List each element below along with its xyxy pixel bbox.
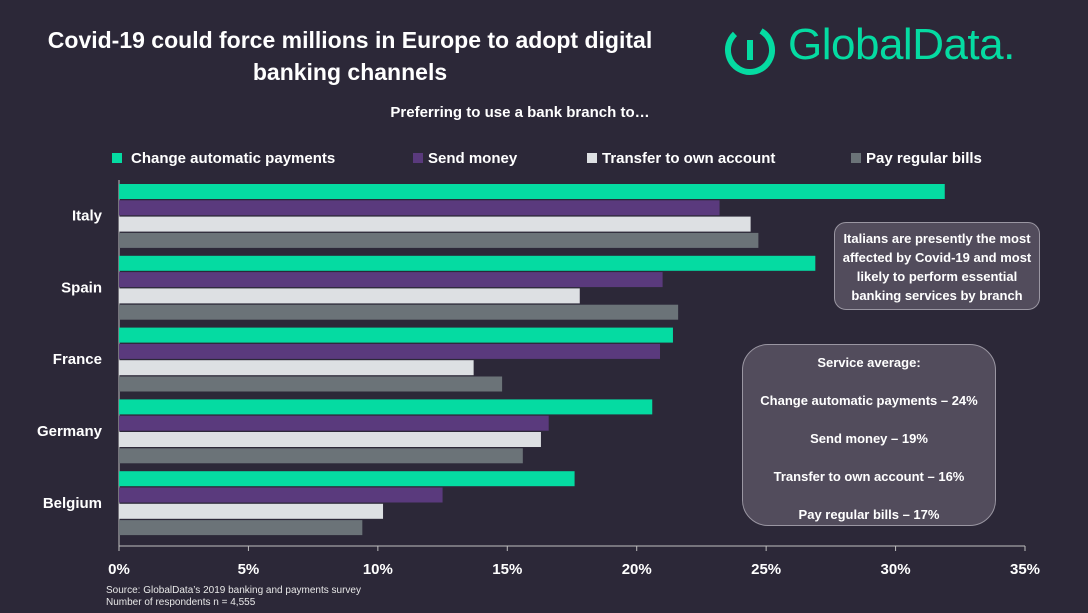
service-average-item: Change automatic payments – 24% xyxy=(760,393,978,408)
bar xyxy=(119,304,679,320)
bar xyxy=(119,415,549,431)
legend-swatch xyxy=(112,153,122,163)
legend-label: Transfer to own account xyxy=(602,150,775,167)
bar xyxy=(119,360,474,376)
service-average-title: Service average: xyxy=(817,355,921,370)
bar xyxy=(119,216,751,232)
y-tick-label: Belgium xyxy=(43,495,102,512)
x-tick-label: 0% xyxy=(108,561,130,578)
x-tick-label: 25% xyxy=(751,561,781,578)
bar xyxy=(119,232,759,248)
service-average-item: Pay regular bills – 17% xyxy=(798,507,940,522)
annotation: Italians are presently the most affected… xyxy=(834,222,1040,310)
logo-icon xyxy=(725,24,775,75)
x-tick-label: 35% xyxy=(1010,561,1040,578)
x-tick-label: 5% xyxy=(238,561,260,578)
x-tick-label: 30% xyxy=(881,561,911,578)
legend-swatch xyxy=(413,153,423,163)
x-tick-label: 10% xyxy=(363,561,393,578)
legend-swatch xyxy=(587,153,597,163)
y-tick-label: Germany xyxy=(37,423,103,440)
service-average-item: Send money – 19% xyxy=(810,431,928,446)
bar xyxy=(119,288,580,304)
bar xyxy=(119,184,945,199)
service-average-box: Service average: Change automatic paymen… xyxy=(742,344,996,526)
bar xyxy=(119,343,661,359)
y-tick-label: Spain xyxy=(61,279,102,296)
x-tick-label: 20% xyxy=(622,561,652,578)
y-tick-label: Italy xyxy=(72,208,103,225)
source-line: Number of respondents n = 4,555 xyxy=(106,597,256,608)
bar xyxy=(119,376,503,392)
bar xyxy=(119,448,523,464)
source: Source: GlobalData’s 2019 banking and pa… xyxy=(106,585,361,609)
bar xyxy=(119,399,653,415)
service-average-item: Transfer to own account – 16% xyxy=(773,469,965,484)
bar xyxy=(119,327,673,343)
bar xyxy=(119,503,384,519)
legend-label: Change automatic payments xyxy=(131,150,335,167)
chart-subtitle: Preferring to use a bank branch to… xyxy=(390,104,650,121)
legend-label: Send money xyxy=(428,150,518,167)
bar xyxy=(119,520,363,536)
x-tick-label: 15% xyxy=(492,561,522,578)
y-tick-label: France xyxy=(53,351,102,368)
chart-title: Covid-19 could force millions in Europe … xyxy=(47,27,653,85)
bar xyxy=(119,255,816,271)
source-line: Source: GlobalData’s 2019 banking and pa… xyxy=(106,585,361,596)
legend-swatch xyxy=(851,153,861,163)
bar xyxy=(119,432,541,447)
logo: GlobalData. xyxy=(788,20,1015,69)
bar xyxy=(119,487,443,503)
legend-label: Pay regular bills xyxy=(866,150,982,167)
bar xyxy=(119,200,720,216)
bar xyxy=(119,471,575,487)
bar xyxy=(119,272,663,288)
